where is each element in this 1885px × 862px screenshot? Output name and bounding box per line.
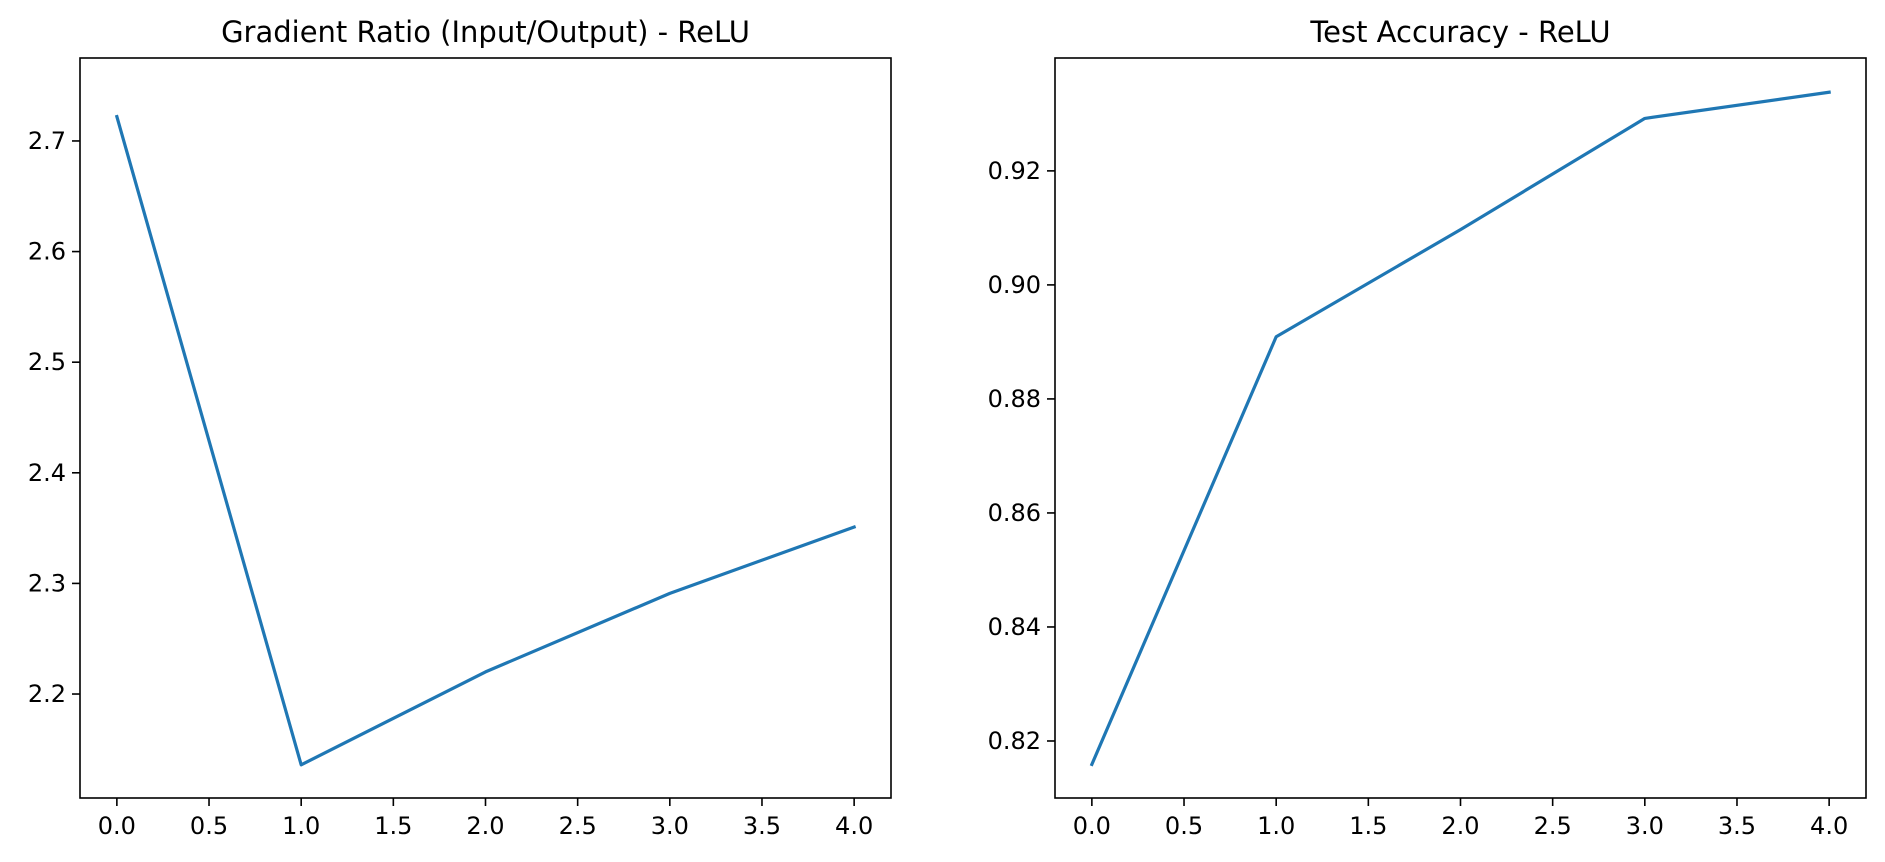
gradient-ratio-y-tick-label: 2.2	[28, 680, 66, 708]
test-accuracy-y-tick-label: 0.90	[988, 271, 1041, 299]
gradient-ratio-chart-title: Gradient Ratio (Input/Output) - ReLU	[221, 15, 750, 49]
gradient-ratio-x-tick-label: 0.5	[190, 812, 228, 840]
test-accuracy-x-tick-label: 4.0	[1810, 812, 1848, 840]
test-accuracy-series-line-0	[1089, 90, 1831, 767]
test-accuracy-y-tick-label: 0.92	[988, 157, 1041, 185]
gradient-ratio-x-tick-label: 0.0	[98, 812, 136, 840]
gradient-ratio-x-tick-label: 3.5	[743, 812, 781, 840]
gradient-ratio-x-tick-label: 2.5	[559, 812, 597, 840]
test-accuracy-y-tick-label: 0.88	[988, 385, 1041, 413]
test-accuracy-x-tick-label: 3.5	[1718, 812, 1756, 840]
gradient-ratio-series-line-0	[114, 114, 857, 767]
gradient-ratio-x-tick-label: 3.0	[651, 812, 689, 840]
gradient-ratio-x-tick-label: 1.5	[374, 812, 412, 840]
test-accuracy-x-tick-label: 2.5	[1534, 812, 1572, 840]
gradient-ratio-y-tick-label: 2.6	[28, 238, 66, 266]
gradient-ratio-x-tick-label: 4.0	[835, 812, 873, 840]
gradient-ratio-y-tick-label: 2.3	[28, 569, 66, 597]
test-accuracy-x-tick-label: 2.0	[1441, 812, 1479, 840]
gradient-ratio-y-tick-label: 2.7	[28, 127, 66, 155]
test-accuracy-x-tick-label: 0.0	[1073, 812, 1111, 840]
test-accuracy-panel: Test Accuracy - ReLU 0.0 0.5 1.0 1.5 2.0 2.5 3.…	[988, 15, 1867, 840]
test-accuracy-y-tick-label: 0.86	[988, 499, 1041, 527]
test-accuracy-x-tick-label: 1.0	[1257, 812, 1295, 840]
test-accuracy-y-tick-label: 0.84	[988, 613, 1041, 641]
test-accuracy-chart-title: Test Accuracy - ReLU	[1309, 15, 1610, 49]
test-accuracy-x-tick-label: 0.5	[1165, 812, 1203, 840]
test-accuracy-x-tick-label: 3.0	[1626, 812, 1664, 840]
test-accuracy-y-tick-label: 0.82	[988, 727, 1041, 755]
gradient-ratio-x-tick-label: 2.0	[466, 812, 504, 840]
test-accuracy-x-tick-label: 1.5	[1349, 812, 1387, 840]
gradient-ratio-x-tick-label: 1.0	[282, 812, 320, 840]
gradient-ratio-panel: Gradient Ratio (Input/Output) - ReLU 0.0 0…	[28, 15, 892, 840]
test-accuracy-plot-frame	[1054, 57, 1867, 799]
gradient-ratio-plot-frame	[79, 57, 892, 799]
gradient-ratio-y-tick-label: 2.4	[28, 459, 66, 487]
gradient-ratio-y-tick-label: 2.5	[28, 348, 66, 376]
